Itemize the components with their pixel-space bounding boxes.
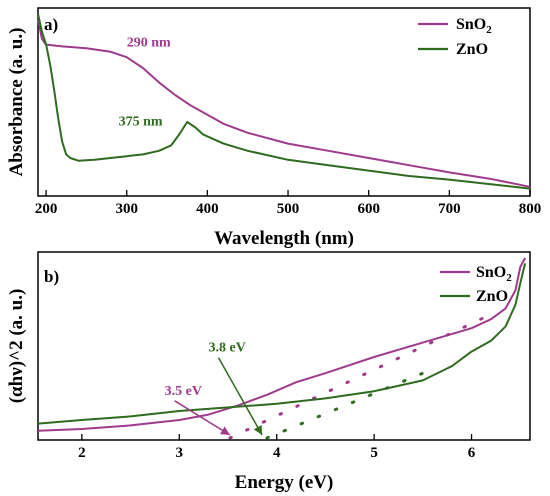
panel-a: 200 300 400 500 600 700 800 a) Absorbance (a. … — [6, 7, 542, 249]
x-tick-label: 200 — [35, 201, 58, 217]
panel-a-label: a) — [44, 15, 58, 34]
x-tick-label: 600 — [357, 201, 380, 217]
annotation-sno2: 3.5 eV — [165, 384, 202, 399]
panel-b-xlabel: Energy (eV) — [235, 472, 334, 493]
legend-b-sno2-label: SnO2 — [476, 264, 512, 284]
tangent-line-sno2 — [228, 310, 498, 440]
annotation-arrow-sno2 — [174, 400, 231, 436]
panel-b-label: b) — [44, 267, 59, 286]
panel-b-legend: SnO2 ZnO — [440, 264, 512, 305]
panel-b: 2 3 4 5 6 b) (αhν)^2 (a. u.) Energy (eV) SnO… — [6, 251, 531, 493]
panel-a-xlabel: Wavelength (nm) — [214, 228, 354, 249]
x-tick-label: 4 — [273, 445, 281, 461]
legend-a-sno2-label: SnO2 — [456, 16, 492, 36]
panel-a-legend: SnO2 ZnO — [418, 16, 492, 58]
series-line-zno — [37, 263, 527, 425]
annotation-sno2: 290 nm — [127, 35, 171, 50]
legend-b-zno-label: ZnO — [476, 288, 508, 305]
panel-a-frame — [37, 7, 531, 197]
x-tick-label: 5 — [370, 445, 378, 461]
annotation-arrow-zno — [217, 357, 263, 436]
x-tick-label: 500 — [277, 201, 300, 217]
x-tick-label: 2 — [78, 445, 86, 461]
series-line-sno2 — [37, 19, 531, 188]
x-tick-label: 700 — [438, 201, 461, 217]
panel-a-ylabel: Absorbance (a. u.) — [6, 28, 27, 177]
annotation-zno: 3.8 eV — [208, 341, 245, 356]
x-tick-label: 800 — [519, 201, 542, 217]
panel-b-ylabel: (αhν)^2 (a. u.) — [6, 289, 27, 404]
x-tick-label: 3 — [176, 445, 184, 461]
x-tick-label: 6 — [468, 445, 476, 461]
series-line-sno2 — [37, 257, 526, 432]
x-tick-label: 400 — [196, 201, 219, 217]
legend-a-zno-label: ZnO — [456, 41, 488, 58]
x-tick-label: 300 — [115, 201, 138, 217]
annotation-zno: 375 nm — [119, 115, 163, 130]
tangent-line-zno — [265, 371, 425, 440]
panel-b-frame — [37, 251, 531, 441]
series-line-zno — [37, 13, 531, 190]
